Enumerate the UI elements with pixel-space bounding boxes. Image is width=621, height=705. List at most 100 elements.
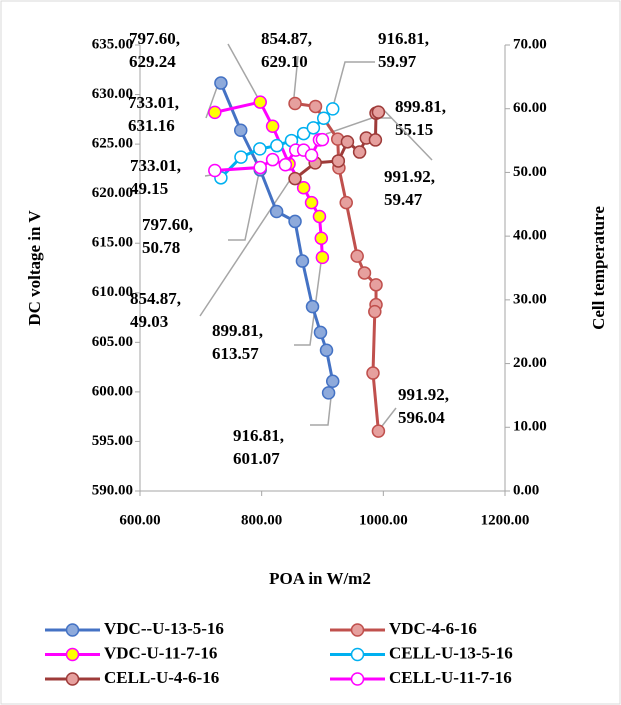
data-point (315, 250, 330, 265)
annotation-text: 596.04 (398, 408, 445, 427)
legend-marker (65, 672, 80, 686)
data-point (288, 96, 302, 111)
annotation-text: 613.57 (212, 344, 259, 363)
annotation-text: 899.81, (212, 321, 263, 340)
data-point (352, 145, 367, 159)
y-tick-label: 635.00 (92, 36, 133, 52)
y-tick-label: 605.00 (92, 334, 133, 350)
data-point (234, 150, 248, 164)
data-point (265, 152, 280, 167)
legend-label: VDC-4-6-16 (389, 619, 477, 638)
data-point (339, 195, 353, 210)
annotation-text: 59.97 (378, 52, 417, 71)
legend-label: VDC--U-13-5-16 (104, 619, 224, 638)
annotation-leader (293, 55, 299, 98)
annotation-text: 916.81, (233, 426, 284, 445)
annotation-leader (199, 176, 293, 317)
annotation-leader (379, 105, 433, 161)
annotation-text: 55.15 (395, 120, 433, 139)
y-tick-label: 590.00 (92, 482, 133, 498)
x-axis-title: POA in W/m2 (269, 569, 371, 588)
annotation-text: 733.01, (130, 156, 181, 175)
data-point (308, 99, 323, 114)
data-point (305, 299, 320, 314)
legend-label: CELL-U-13-5-16 (389, 643, 513, 662)
annotation-text: 854.87, (261, 29, 312, 48)
annotation-text: 854.87, (130, 289, 181, 308)
data-point (331, 154, 346, 168)
y-tick-label: 615.00 (92, 235, 133, 251)
data-point (313, 325, 328, 340)
data-point (288, 214, 302, 229)
y-tick-label: 625.00 (92, 136, 133, 152)
data-point (368, 304, 382, 319)
legend-marker (350, 672, 365, 686)
data-point (288, 171, 302, 186)
annotation-text: 59.47 (384, 190, 423, 209)
legend-label: CELL-U-4-6-16 (104, 668, 219, 687)
data-point (371, 105, 386, 119)
y-tick-label: 595.00 (92, 433, 133, 449)
data-point (325, 102, 340, 116)
annotation-text: 733.01, (128, 93, 179, 112)
data-point (315, 132, 330, 147)
data-point (208, 105, 222, 120)
data-point (296, 180, 311, 195)
y2-tick-label: 20.00 (513, 355, 547, 371)
data-point (312, 209, 327, 224)
legend-marker (65, 623, 80, 637)
annotation-text: 49.15 (130, 179, 168, 198)
data-point (253, 160, 267, 175)
annotation-text: 991.92, (384, 167, 435, 186)
y2-axis-title: Cell temperature (589, 206, 608, 330)
data-point (340, 135, 355, 149)
data-point (314, 231, 329, 246)
data-point (306, 121, 321, 135)
annotation-text: 797.60, (129, 29, 180, 48)
data-point (208, 163, 222, 178)
y2-tick-label: 60.00 (513, 100, 547, 116)
data-point (366, 366, 380, 380)
y2-tick-label: 50.00 (513, 164, 547, 180)
legend-marker (65, 647, 80, 662)
y-tick-label: 620.00 (92, 185, 133, 201)
data-point (304, 195, 319, 210)
annotation-text: 50.78 (142, 238, 180, 257)
x-tick-label: 800.00 (241, 512, 282, 528)
data-point (270, 138, 284, 153)
annotation-text: 916.81, (378, 29, 429, 48)
data-point (304, 148, 319, 162)
data-point (325, 374, 340, 389)
y-tick-label: 630.00 (92, 86, 133, 102)
data-point (214, 76, 228, 90)
annotation-text: 899.81, (395, 97, 446, 116)
y-tick-label: 610.00 (92, 284, 133, 300)
annotation-leader (333, 61, 375, 104)
annotation-text: 49.03 (130, 312, 168, 331)
data-point (253, 142, 267, 156)
annotation-leader (228, 162, 262, 241)
x-tick-label: 1200.00 (481, 512, 530, 528)
annotation-text: 631.16 (128, 116, 175, 135)
data-point (357, 266, 372, 280)
data-point (233, 123, 248, 137)
data-point (269, 204, 284, 219)
data-point (369, 278, 383, 292)
legend-label: CELL-U-11-7-16 (389, 668, 512, 687)
legend-marker (350, 647, 365, 662)
annotation-leader (294, 254, 323, 346)
legend-marker (350, 623, 365, 637)
data-point (321, 386, 336, 400)
data-point (371, 424, 386, 438)
data-point (368, 133, 383, 147)
data-point (278, 158, 293, 172)
y2-tick-label: 40.00 (513, 228, 547, 244)
x-tick-label: 1000.00 (359, 512, 408, 528)
data-point (296, 126, 311, 141)
y2-tick-label: 10.00 (513, 419, 547, 435)
annotation-leader (227, 43, 259, 99)
x-tick-label: 600.00 (119, 512, 160, 528)
annotation-text: 629.10 (261, 52, 308, 71)
